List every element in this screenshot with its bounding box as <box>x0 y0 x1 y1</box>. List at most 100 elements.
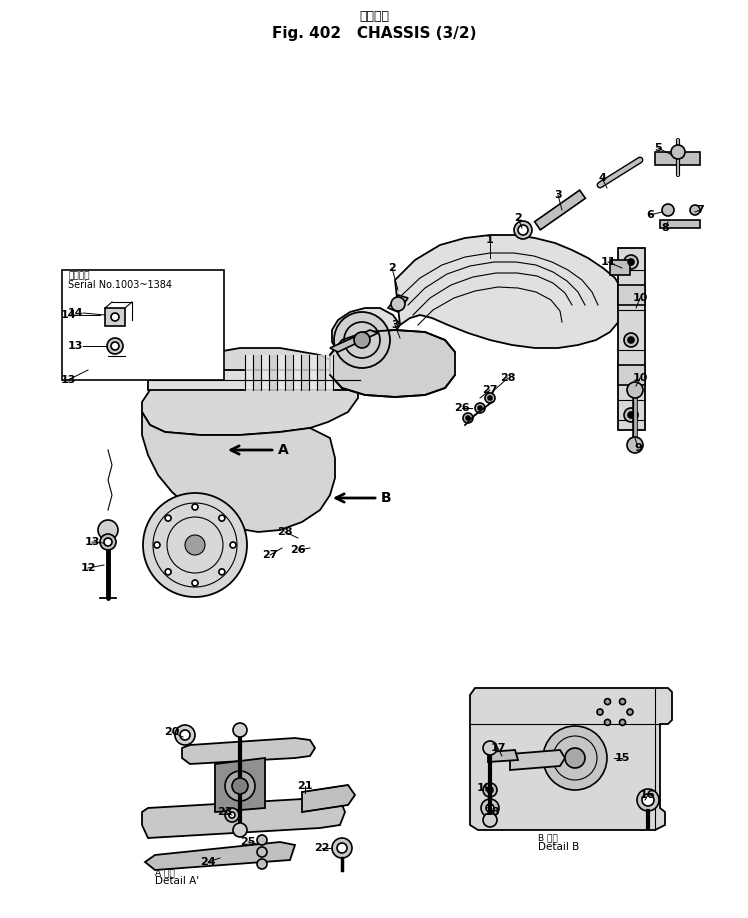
Circle shape <box>257 847 267 857</box>
Text: 5: 5 <box>654 143 662 153</box>
Circle shape <box>483 813 497 827</box>
Circle shape <box>628 259 634 265</box>
Polygon shape <box>317 355 325 390</box>
Bar <box>62 270 224 380</box>
Polygon shape <box>618 248 645 430</box>
Text: B: B <box>381 491 392 505</box>
Text: 7: 7 <box>696 205 704 215</box>
Circle shape <box>192 580 198 586</box>
Polygon shape <box>215 758 265 812</box>
Circle shape <box>518 225 528 235</box>
Circle shape <box>219 515 225 521</box>
Circle shape <box>232 778 248 794</box>
Bar <box>105 308 125 326</box>
Circle shape <box>337 843 347 853</box>
Text: 2: 2 <box>514 213 522 223</box>
Polygon shape <box>330 330 455 397</box>
Circle shape <box>483 783 497 797</box>
Circle shape <box>111 342 119 350</box>
Polygon shape <box>148 370 360 390</box>
Circle shape <box>111 313 119 321</box>
Circle shape <box>180 730 190 740</box>
Text: 21: 21 <box>297 781 313 791</box>
Text: 13: 13 <box>85 537 99 547</box>
Circle shape <box>225 808 239 822</box>
Polygon shape <box>660 220 700 228</box>
Text: 9: 9 <box>634 443 642 453</box>
Circle shape <box>475 403 485 413</box>
Text: 13: 13 <box>61 375 76 385</box>
Text: 20: 20 <box>165 727 180 737</box>
Circle shape <box>192 504 198 510</box>
Polygon shape <box>488 750 518 762</box>
Polygon shape <box>277 355 285 390</box>
Circle shape <box>662 204 674 216</box>
Circle shape <box>257 859 267 869</box>
Polygon shape <box>388 295 408 312</box>
Circle shape <box>671 145 685 159</box>
Text: Serial No.1003~1384: Serial No.1003~1384 <box>68 280 172 290</box>
Circle shape <box>483 741 497 755</box>
Polygon shape <box>253 355 261 390</box>
Polygon shape <box>309 355 317 390</box>
Circle shape <box>334 312 390 368</box>
Circle shape <box>597 709 603 715</box>
Circle shape <box>257 835 267 845</box>
Circle shape <box>104 538 112 546</box>
Text: 14: 14 <box>68 308 84 318</box>
Polygon shape <box>145 842 295 870</box>
Text: 27: 27 <box>263 550 278 560</box>
Circle shape <box>637 789 659 811</box>
Polygon shape <box>618 285 645 305</box>
Text: 13: 13 <box>68 341 83 351</box>
Text: Detail A': Detail A' <box>155 876 199 886</box>
Text: 26: 26 <box>454 403 470 413</box>
Text: 2: 2 <box>388 263 396 273</box>
Circle shape <box>488 396 492 400</box>
Circle shape <box>486 804 494 812</box>
Circle shape <box>233 723 247 737</box>
Polygon shape <box>655 152 700 165</box>
Circle shape <box>624 333 638 347</box>
Text: 11: 11 <box>600 257 616 267</box>
Circle shape <box>100 534 116 550</box>
Circle shape <box>229 812 235 818</box>
Polygon shape <box>618 365 645 385</box>
Circle shape <box>219 569 225 575</box>
Text: B 詳細: B 詳細 <box>538 833 558 842</box>
Text: 10: 10 <box>632 293 648 303</box>
Circle shape <box>225 771 255 801</box>
Circle shape <box>543 726 607 790</box>
Circle shape <box>628 337 634 343</box>
Text: A: A <box>278 443 289 457</box>
Polygon shape <box>142 798 345 838</box>
Circle shape <box>154 542 160 548</box>
Polygon shape <box>142 348 358 435</box>
Circle shape <box>463 413 473 423</box>
Text: 12: 12 <box>80 563 96 573</box>
Circle shape <box>624 255 638 269</box>
Text: 19: 19 <box>477 783 493 793</box>
Text: 14: 14 <box>60 310 76 320</box>
Circle shape <box>514 221 532 239</box>
Text: 10: 10 <box>632 373 648 383</box>
Polygon shape <box>293 355 301 390</box>
Polygon shape <box>330 330 378 352</box>
Text: 28: 28 <box>278 527 292 537</box>
Text: 17: 17 <box>490 743 506 753</box>
Polygon shape <box>510 750 565 770</box>
Text: 22: 22 <box>314 843 330 853</box>
Polygon shape <box>470 688 672 830</box>
Circle shape <box>627 709 633 715</box>
Text: 3: 3 <box>554 190 562 200</box>
Circle shape <box>391 297 405 311</box>
Circle shape <box>628 412 634 418</box>
Circle shape <box>690 205 700 215</box>
Circle shape <box>642 794 654 806</box>
Text: 4: 4 <box>598 173 606 183</box>
Circle shape <box>627 382 643 398</box>
Circle shape <box>485 393 495 403</box>
Polygon shape <box>302 785 355 812</box>
Circle shape <box>107 338 123 354</box>
Text: Detail B: Detail B <box>538 842 579 852</box>
